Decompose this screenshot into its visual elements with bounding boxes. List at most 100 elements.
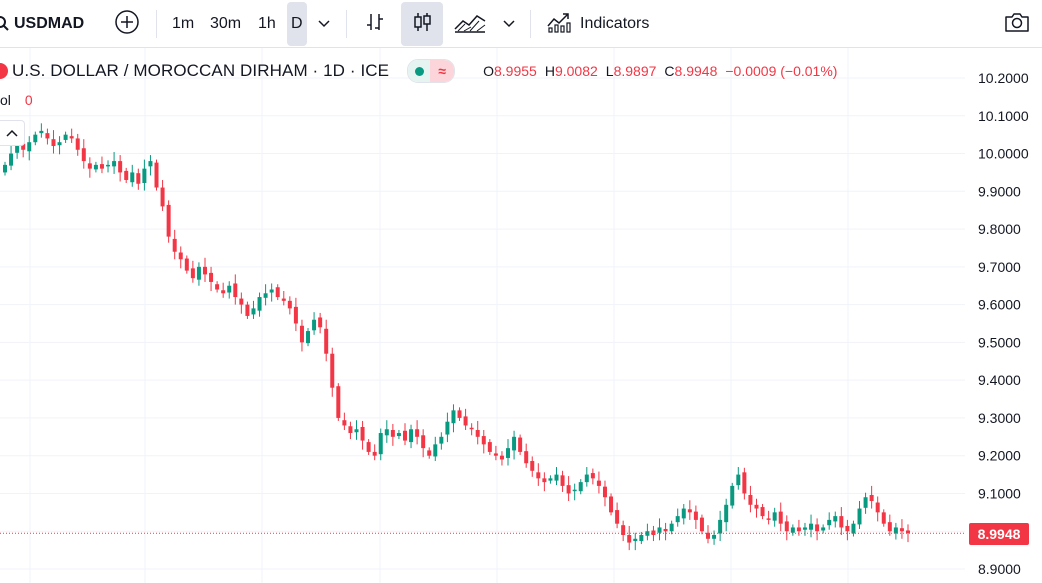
candle-body [51, 139, 56, 146]
candle-body [330, 353, 335, 388]
candle-body [3, 164, 7, 173]
candle-body [899, 528, 904, 532]
area-chart-type-button[interactable] [453, 0, 487, 48]
candle-body [136, 173, 141, 184]
candle-body [257, 297, 262, 311]
screenshot-button[interactable] [1003, 0, 1031, 48]
market-status-pill[interactable]: ≈ [407, 59, 456, 83]
candle-body [190, 268, 195, 279]
candles-icon [411, 11, 433, 38]
candle-body [651, 530, 656, 536]
candle-body [754, 504, 759, 509]
symbol-search[interactable]: USDMAD [0, 0, 84, 48]
candles-chart-type-button[interactable] [401, 2, 443, 46]
candle-body [112, 161, 117, 167]
candle-body [663, 528, 668, 532]
candle-body [706, 532, 711, 539]
candle-body [887, 522, 892, 532]
candle-body [124, 170, 129, 180]
candle-body [99, 164, 104, 169]
timeframe-dropdown[interactable] [318, 0, 330, 48]
candle-body [15, 145, 20, 153]
candle-body [172, 238, 177, 252]
area-chart-icon [453, 11, 487, 38]
timeframe-1m[interactable]: 1m [172, 15, 195, 32]
candle-body [148, 161, 153, 167]
candle-body [766, 518, 771, 520]
timeframe-d[interactable]: D [287, 2, 307, 46]
candle-body [548, 478, 553, 481]
last-price-badge: 8.9948 [969, 523, 1029, 545]
chevron-down-icon [318, 15, 330, 33]
candle-body [790, 527, 795, 533]
timeframe-1h[interactable]: 1h [258, 15, 276, 32]
candle-body [142, 168, 147, 183]
candle-body [336, 386, 341, 418]
candle-body [63, 134, 68, 140]
timeframe-30m[interactable]: 30m [210, 15, 242, 32]
candle-body [75, 138, 80, 150]
candle-body [348, 426, 353, 434]
candle-body [27, 142, 32, 152]
candle-body [233, 283, 238, 298]
candle-body [621, 525, 626, 536]
candle-body [712, 535, 717, 539]
candle-body [342, 420, 347, 426]
candle-body [378, 433, 383, 455]
candle-body [251, 308, 256, 315]
candle-body [584, 474, 589, 483]
y-axis-tick-label: 9.6000 [978, 297, 1021, 313]
y-axis-tick-label: 10.2000 [978, 70, 1029, 86]
candle-body [560, 475, 565, 486]
candle-body [566, 485, 571, 494]
compare-button[interactable] [114, 0, 140, 48]
indicators-button[interactable]: Indicators [546, 0, 649, 48]
candle-body [293, 306, 298, 324]
candle-body [439, 436, 444, 444]
candle-body [572, 489, 577, 492]
candle-body [409, 429, 414, 443]
candle-body [718, 519, 723, 534]
candle-body [21, 143, 26, 150]
candle-body [590, 473, 595, 479]
candle-body [263, 293, 268, 298]
high-value: 9.0082 [554, 63, 598, 79]
candle-body [221, 290, 226, 294]
candle-body [457, 410, 462, 418]
y-axis-tick-label: 9.9000 [978, 183, 1021, 199]
bar-chart-type-button[interactable] [364, 0, 386, 48]
candle-body [542, 478, 547, 483]
candle-body [433, 444, 438, 457]
candle-body [306, 331, 311, 344]
candle-body [118, 161, 123, 173]
candle-body [372, 451, 377, 456]
candle-body [512, 436, 517, 451]
candle-body [596, 480, 601, 486]
candle-body [772, 512, 777, 521]
candle-body [106, 164, 111, 167]
candle-body [609, 496, 614, 513]
chevron-down-icon [503, 15, 515, 33]
candle-body [354, 429, 359, 433]
candle-body [778, 511, 783, 524]
candle-body [130, 172, 135, 183]
chart-title: U.S. DOLLAR / MOROCCAN DIRHAM · 1D · ICE [12, 61, 390, 80]
y-axis-tick-label: 10.1000 [978, 108, 1029, 124]
candle-body [239, 298, 244, 305]
candle-body [318, 317, 323, 328]
toolbar-divider [346, 10, 347, 38]
delayed-data-icon: ≈ [430, 60, 455, 82]
candle-body [421, 435, 426, 449]
candle-body [269, 289, 274, 293]
candle-body [499, 455, 504, 460]
collapse-legend-button[interactable] [0, 120, 25, 146]
y-axis-tick-label: 9.7000 [978, 259, 1021, 275]
candle-body [687, 509, 692, 513]
price-chart[interactable]: 10.2000 10.1000 10.0000 9.9000 9.8000 9.7000 9… [0, 48, 1042, 583]
chart-type-dropdown[interactable] [503, 0, 515, 48]
candle-body [530, 460, 535, 471]
candle-body [809, 523, 814, 530]
camera-icon [1003, 10, 1031, 39]
y-axis-tick-label: 9.1000 [978, 485, 1021, 501]
y-axis-tick-label: 8.9000 [978, 561, 1021, 577]
